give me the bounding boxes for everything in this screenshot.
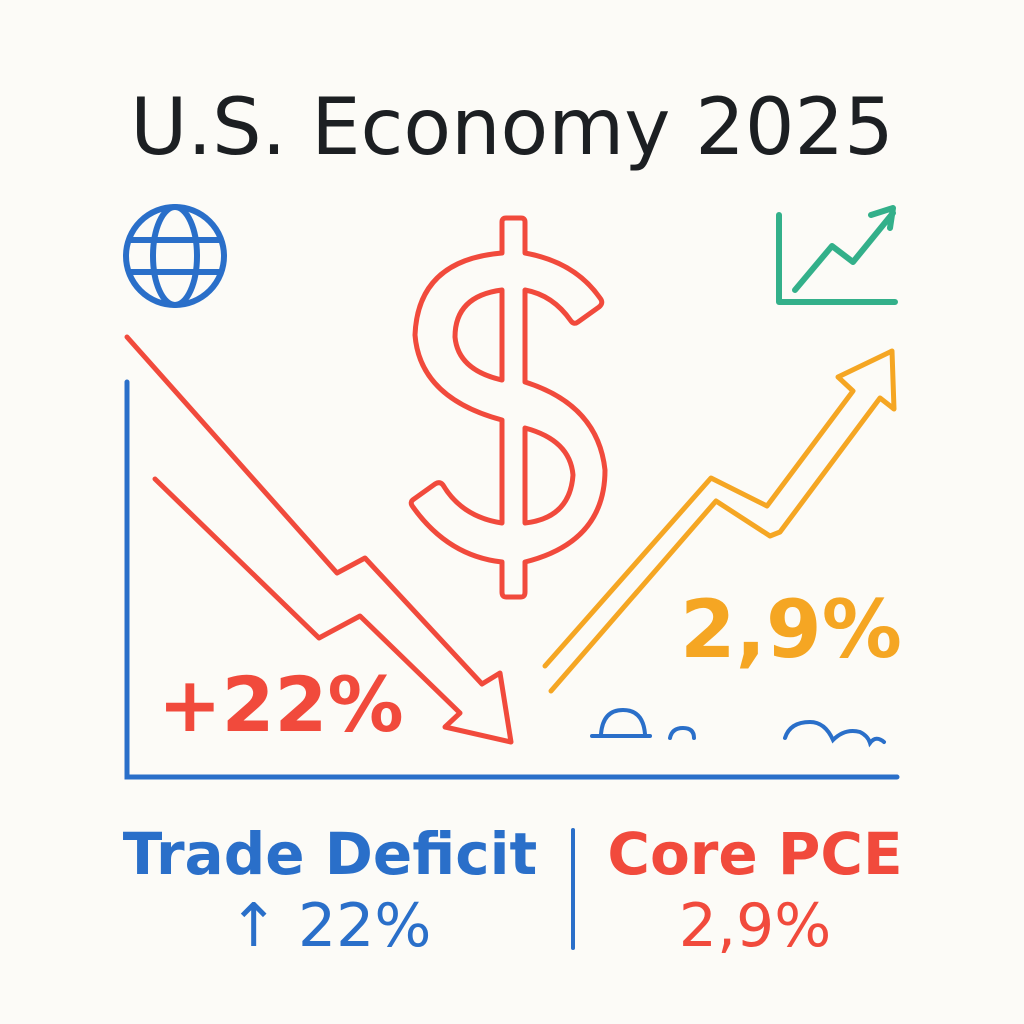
metric-name: Trade Deficit [122,820,538,888]
metric-divider [571,828,575,950]
metric-value: 2,9% [678,891,832,961]
metric-value-row: ↑ 22% [120,890,540,962]
metric-name: Core PCE [607,820,903,888]
chart-axes [124,379,900,780]
page-title: U.S. Economy 2025 [130,83,894,173]
trade-deficit-metric: Trade Deficit ↑ 22% [120,818,540,962]
trend-down-arrow [124,334,514,745]
dollar-sign-icon [408,215,608,600]
decorative-waves [590,707,886,748]
arrow-up-icon: ↑ [228,891,279,961]
core-pce-metric: Core PCE 2,9% [600,818,910,962]
line-chart-up-icon [776,205,898,305]
core-pce-overlay-value: 2,9% [680,583,902,676]
trade-deficit-overlay-value: +22% [158,660,404,749]
trend-up-arrow [542,348,897,694]
globe-icon [123,204,227,308]
metric-value: 22% [298,891,432,961]
